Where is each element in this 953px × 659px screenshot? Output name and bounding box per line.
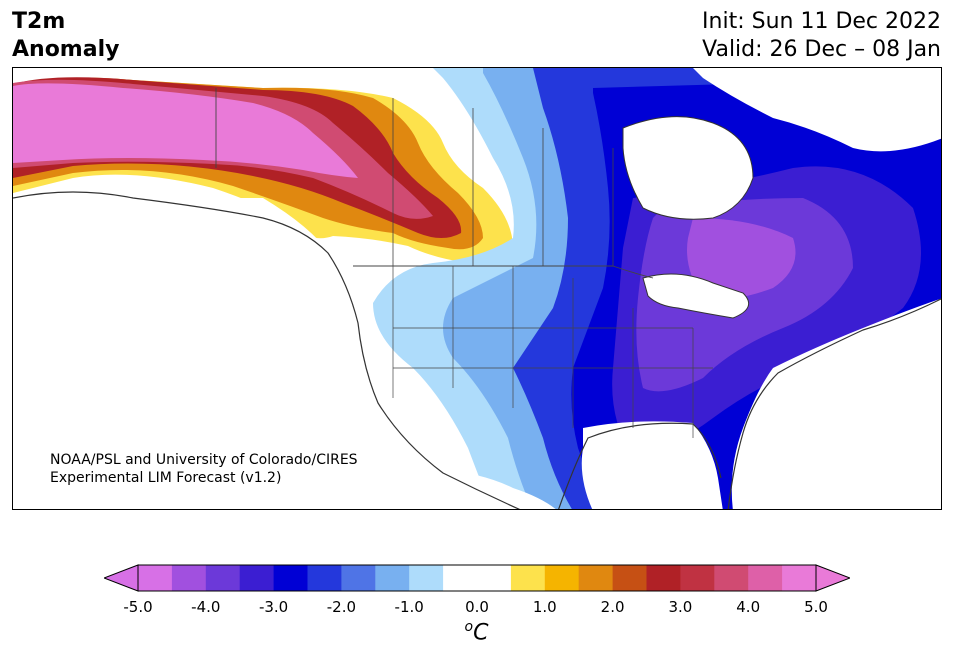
colorbar-segment xyxy=(510,565,546,591)
gulf-coastline xyxy=(558,422,722,509)
colorbar-frame xyxy=(137,564,817,592)
colorbar-segment xyxy=(782,565,817,591)
warm-anomaly-core xyxy=(13,83,358,178)
colorbar-tick-label: 2.0 xyxy=(600,598,625,616)
colorbar-max-extension xyxy=(815,564,850,592)
colorbar-tick-label: 1.0 xyxy=(532,598,557,616)
coastline-west xyxy=(13,191,521,509)
colorbar-segment xyxy=(341,565,376,591)
map-canvas xyxy=(13,68,941,509)
atlantic-ocean xyxy=(731,298,941,509)
great-lakes xyxy=(642,273,750,319)
colorbar-segment xyxy=(409,565,444,591)
colorbar-tick-label: -4.0 xyxy=(191,598,221,616)
valid-range: Valid: 26 Dec – 08 Jan xyxy=(702,37,941,62)
us-canada-border xyxy=(353,265,654,279)
colorbar-unit: oC xyxy=(0,619,953,645)
colorbar-segment xyxy=(612,565,647,591)
colorbar-tick-label: -2.0 xyxy=(326,598,357,616)
colorbar-tick-label: -1.0 xyxy=(394,598,424,616)
mexico-land xyxy=(433,468,556,509)
colorbar-segment xyxy=(578,565,614,591)
colorbar-tick-label: 4.0 xyxy=(736,598,761,616)
pacific-ocean xyxy=(13,198,482,509)
init-date: Init: Sun 11 Dec 2022 xyxy=(702,9,941,34)
colorbar-segment xyxy=(138,565,173,591)
colorbar-segment xyxy=(273,565,308,591)
colorbar-ticks: -5.0 -4.0 -3.0 -2.0 -1.0 0.0 1.0 2.0 3.0 4.0 5.0 xyxy=(0,598,953,618)
colorbar-segment xyxy=(205,565,241,591)
forecast-dates: Init: Sun 11 Dec 2022 Valid: 26 Dec – 08… xyxy=(702,8,941,64)
colorbar-segment xyxy=(375,565,410,591)
title-line-1: T2m xyxy=(12,9,66,34)
colorbar-segment xyxy=(748,565,783,591)
anomaly-map: NOAA/PSL and University of Colorado/CIRE… xyxy=(12,67,942,510)
colorbar-segment xyxy=(307,565,342,591)
colorbar-segment xyxy=(714,565,749,591)
colorbar-segment xyxy=(646,565,681,591)
credit-line-2: Experimental LIM Forecast (v1.2) xyxy=(50,470,282,486)
state-borders xyxy=(392,266,713,438)
colorbar xyxy=(104,564,850,592)
credit-line-1: NOAA/PSL and University of Colorado/CIRE… xyxy=(50,452,358,468)
colorbar-segment xyxy=(171,565,207,591)
colorbar-segment xyxy=(477,565,512,591)
arctic-waters xyxy=(693,68,941,152)
colorbar-min-extension xyxy=(104,564,139,592)
colorbar-segment xyxy=(680,565,715,591)
map-title: T2m Anomaly xyxy=(12,8,119,64)
title-line-2: Anomaly xyxy=(12,37,120,62)
colorbar-segment xyxy=(239,565,275,591)
cold-anomaly-peak xyxy=(687,218,796,300)
unit-superscript: o xyxy=(464,619,474,635)
colorbar-tick-label: 0.0 xyxy=(465,598,489,616)
unit-letter: C xyxy=(473,620,489,646)
coastline-east xyxy=(727,298,941,509)
colorbar-tick-label: -3.0 xyxy=(258,598,289,616)
gulf-of-mexico xyxy=(581,421,723,509)
credit-text: NOAA/PSL and University of Colorado/CIRE… xyxy=(50,451,358,487)
colorbar-tick-label: -5.0 xyxy=(123,598,153,616)
colorbar-segments xyxy=(138,565,817,591)
colorbar-tick-label: 5.0 xyxy=(804,598,828,616)
hudson-bay xyxy=(622,116,754,220)
colorbar-segment xyxy=(443,565,478,591)
colorbar-segment xyxy=(544,565,580,591)
colorbar-tick-label: 3.0 xyxy=(668,598,693,616)
province-borders xyxy=(392,98,614,266)
